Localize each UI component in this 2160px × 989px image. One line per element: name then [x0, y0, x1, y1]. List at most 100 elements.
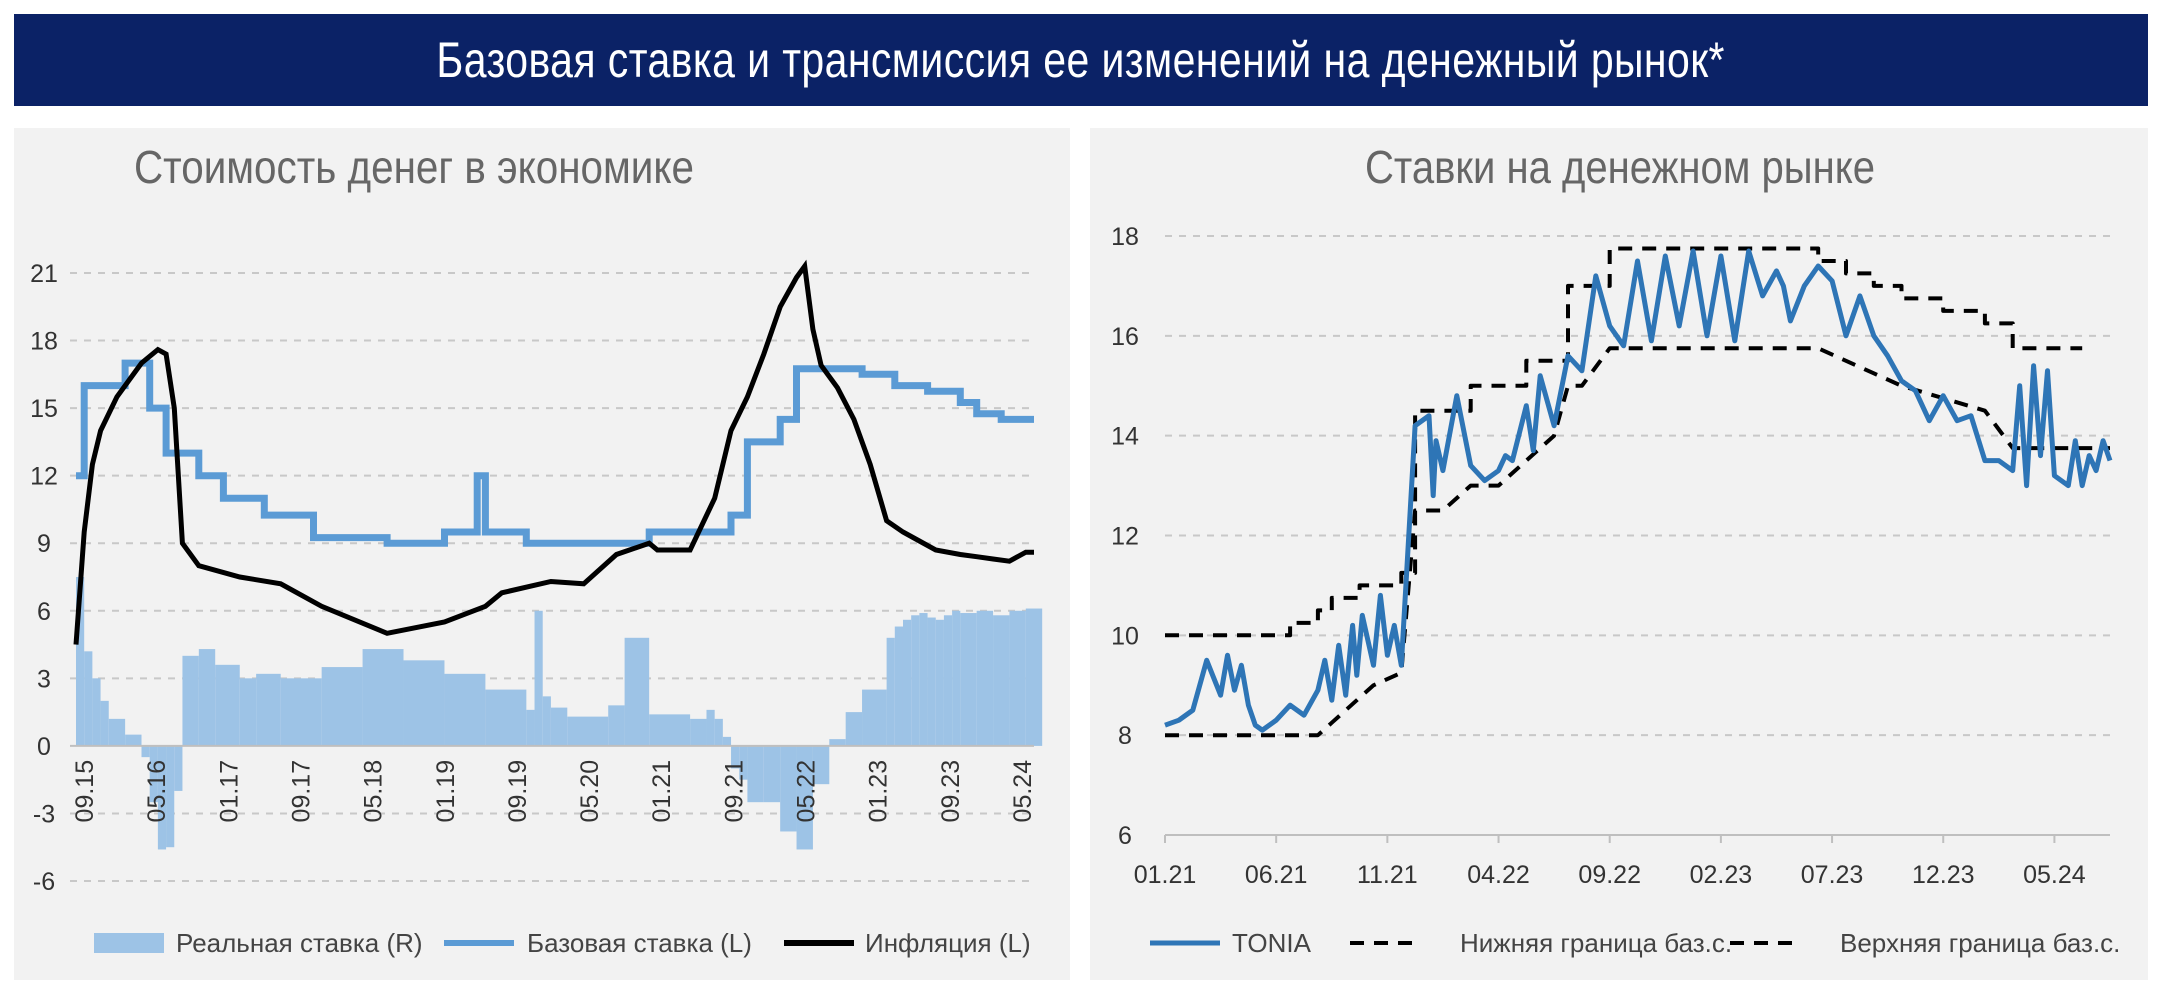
- legend-label-base-rate: Базовая ставка (L): [527, 928, 752, 958]
- real-rate-bar: [862, 689, 887, 746]
- real-rate-bar: [174, 745, 183, 791]
- real-rate-bar: [706, 709, 715, 746]
- legend-label-inflation: Инфляция (L): [865, 928, 1031, 958]
- y-tick-label: 18: [1111, 223, 1139, 251]
- x-tick-label: 11.21: [1357, 861, 1418, 889]
- base-rate-line: [76, 359, 1034, 547]
- x-tick-label: 01.21: [648, 760, 676, 823]
- real-rate-bar: [763, 745, 781, 803]
- real-rate-bar: [649, 714, 691, 746]
- real-rate-bar: [198, 649, 216, 746]
- y-tick-label: 15: [30, 395, 58, 423]
- real-rate-bar: [485, 689, 527, 746]
- inflation-line: [73, 259, 1034, 645]
- legend: TONIA Нижняя граница баз.с. Верхняя гран…: [1150, 928, 2120, 958]
- x-tick-label: 04.22: [1467, 861, 1530, 889]
- real-rate-bar: [952, 610, 961, 746]
- real-rate-bar: [526, 709, 535, 746]
- upper-bound-line: [1165, 246, 2083, 638]
- real-rate-bar: [935, 619, 944, 746]
- y-tick-label: 9: [37, 530, 51, 558]
- real-rate-bar: [215, 664, 240, 746]
- real-rate-bar: [108, 718, 126, 746]
- x-tick-label: 01.19: [432, 760, 460, 823]
- legend-label-lower-bound: Нижняя граница баз.с.: [1460, 928, 1732, 958]
- x-tick-label: 05.18: [360, 760, 388, 823]
- real-rate-bar: [1025, 608, 1034, 746]
- y-tick-label: 12: [1111, 523, 1139, 551]
- real-rate-bar: [919, 613, 928, 746]
- real-rate-bar: [722, 736, 732, 746]
- real-rate-bar: [403, 660, 445, 746]
- legend: Реальная ставка (R) Базовая ставка (L) И…: [94, 928, 1031, 958]
- real-rate-bar: [280, 678, 322, 746]
- real-rate-bar: [534, 610, 543, 746]
- tonia-line: [1164, 248, 2113, 733]
- x-tick-label: 09.15: [71, 760, 99, 823]
- real-rate-bar: [1009, 610, 1026, 746]
- x-tick-label: 02.23: [1690, 861, 1753, 889]
- x-tick-label: 06.21: [1245, 861, 1308, 889]
- y-tick-label: 18: [30, 328, 58, 356]
- y-tick-label: 16: [1111, 323, 1139, 351]
- real-rate-bar: [76, 577, 85, 746]
- x-tick-label: 01.21: [1134, 861, 1197, 889]
- y-tick-label: 6: [1118, 822, 1132, 850]
- lower-bound-line: [1165, 346, 2110, 738]
- panel-money-market-rates: Ставки на денежном рынке 18 16 14 12 10 8 6 01.…: [1090, 128, 2148, 980]
- legend-label-tonia: TONIA: [1232, 928, 1312, 958]
- y-tick-label: 21: [30, 260, 58, 288]
- x-tick-label: 12.23: [1912, 861, 1975, 889]
- real-rate-bar: [690, 718, 707, 746]
- y-tick-label: 6: [37, 598, 51, 626]
- real-rate-bar: [714, 718, 723, 746]
- real-rate-bar: [739, 745, 748, 780]
- real-rate-bar: [166, 745, 175, 848]
- real-rate-bar: [141, 745, 150, 758]
- real-rate-bar: [1034, 608, 1043, 746]
- chart-cost-of-money: Стоимость денег в экономике 21 18 15 12 9 6 3 0…: [30, 141, 1043, 958]
- real-rate-bar: [567, 716, 609, 746]
- y-tick-label: -3: [33, 800, 55, 828]
- real-rate-bar: [829, 739, 846, 746]
- real-rate-bar: [84, 651, 93, 746]
- x-tick-label: 09.21: [720, 760, 748, 823]
- x-tick-label: 01.17: [215, 760, 243, 823]
- real-rate-bar: [902, 619, 912, 746]
- x-tick-label: 07.23: [1801, 861, 1864, 889]
- y-tick-label: 14: [1111, 423, 1139, 451]
- real-rate-bar: [747, 745, 764, 803]
- x-tick-label: 05.24: [1009, 760, 1037, 823]
- real-rate-bar: [812, 745, 830, 785]
- x-tick-label: 05.20: [576, 760, 604, 823]
- chart-money-market-rates: Ставки на денежном рынке 18 16 14 12 10 8 601.…: [1111, 141, 2120, 958]
- y-tick-label: 12: [30, 463, 58, 491]
- real-rate-bar: [182, 655, 199, 746]
- y-tick-label: 3: [37, 665, 51, 693]
- real-rate-bar: [321, 667, 363, 746]
- y-tick-label: 0: [37, 733, 51, 761]
- real-rate-bar: [444, 673, 486, 746]
- real-rate-bar: [100, 700, 109, 746]
- real-rate-bar: [911, 615, 920, 746]
- legend-label-upper-bound: Верхняя граница баз.с.: [1840, 928, 2120, 958]
- y-tick-label: -6: [33, 868, 55, 896]
- x-tick-label: 09.17: [287, 760, 315, 823]
- page-title: Базовая ставка и трансмиссия ее изменени…: [436, 32, 1726, 88]
- title-banner: Базовая ставка и трансмиссия ее изменени…: [14, 14, 2148, 106]
- real-rate-bar: [550, 707, 568, 746]
- real-rate-bar: [845, 712, 863, 746]
- x-tick-label: 05.22: [793, 760, 821, 823]
- real-rate-bar: [149, 745, 158, 803]
- real-rate-bar: [542, 696, 551, 746]
- real-rate-bar: [256, 673, 281, 746]
- x-tick-label: 09.22: [1578, 861, 1641, 889]
- real-rate-bar: [362, 649, 404, 746]
- real-rate-bar: [894, 626, 903, 746]
- real-rate-bar: [886, 637, 895, 746]
- real-rate-bar: [943, 615, 953, 746]
- panel-cost-of-money: Стоимость денег в экономике 21 18 15 12 9 6 3 0…: [14, 128, 1070, 980]
- real-rate-bar: [780, 745, 797, 832]
- x-tick-label: 01.23: [865, 760, 893, 823]
- x-tick-label: 09.19: [504, 760, 532, 823]
